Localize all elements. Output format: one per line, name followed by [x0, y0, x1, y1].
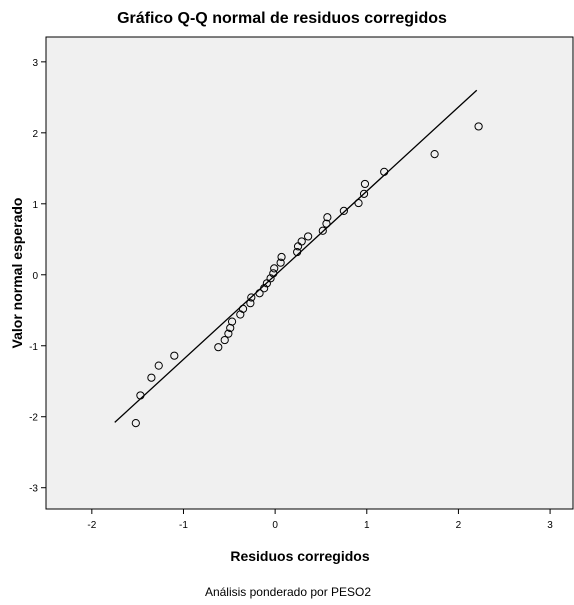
chart-title: Gráfico Q-Q normal de residuos corregido… [117, 10, 447, 27]
data-point [220, 335, 229, 345]
data-points [131, 122, 483, 428]
y-axis: -3 -2 -1 0 1 2 3 [29, 58, 46, 495]
y-tick-label: 0 [32, 271, 38, 282]
plot-area [45, 36, 574, 510]
data-point [360, 179, 370, 189]
x-tick-label: -1 [179, 520, 188, 531]
x-axis: -2 -1 0 1 2 3 [87, 509, 553, 531]
data-point [260, 284, 269, 293]
y-tick-label: 1 [32, 200, 38, 211]
data-point [270, 264, 279, 273]
x-tick-label: 1 [364, 520, 370, 531]
data-point [276, 258, 285, 267]
y-tick-label: 2 [32, 129, 38, 140]
y-tick-label: -1 [29, 342, 38, 353]
data-point [474, 122, 483, 131]
y-axis-label: Valor normal esperado [9, 198, 25, 349]
data-point [246, 299, 255, 308]
y-tick-label: 3 [32, 58, 38, 69]
data-point [297, 237, 306, 246]
data-point [266, 274, 275, 283]
data-point [380, 167, 389, 176]
y-tick-label: -3 [29, 484, 38, 495]
data-point [269, 269, 278, 278]
data-point [255, 289, 264, 298]
data-point [170, 351, 179, 360]
data-point [227, 317, 237, 326]
data-point [322, 219, 331, 228]
x-axis-label: Residuos corregidos [230, 548, 369, 564]
x-tick-label: 3 [547, 520, 553, 531]
data-point [214, 343, 223, 352]
data-point [354, 198, 363, 208]
x-tick-label: 2 [456, 520, 462, 531]
data-point [154, 361, 163, 370]
data-point [247, 293, 256, 302]
data-point [131, 419, 140, 428]
x-tick-label: -2 [87, 520, 96, 531]
footnote: Análisis ponderado por PESO2 [205, 585, 371, 599]
data-point [304, 232, 313, 241]
data-point [359, 189, 369, 198]
x-tick-label: 0 [272, 520, 278, 531]
y-tick-label: -2 [29, 413, 38, 424]
data-point [136, 391, 145, 400]
data-point [430, 150, 439, 159]
data-point [224, 329, 233, 338]
data-point [238, 304, 248, 313]
data-point [293, 247, 302, 257]
data-point [339, 206, 348, 215]
reference-line [114, 89, 478, 423]
data-point [147, 373, 156, 382]
data-point [323, 213, 332, 222]
data-point [318, 226, 327, 235]
data-point [277, 252, 286, 262]
